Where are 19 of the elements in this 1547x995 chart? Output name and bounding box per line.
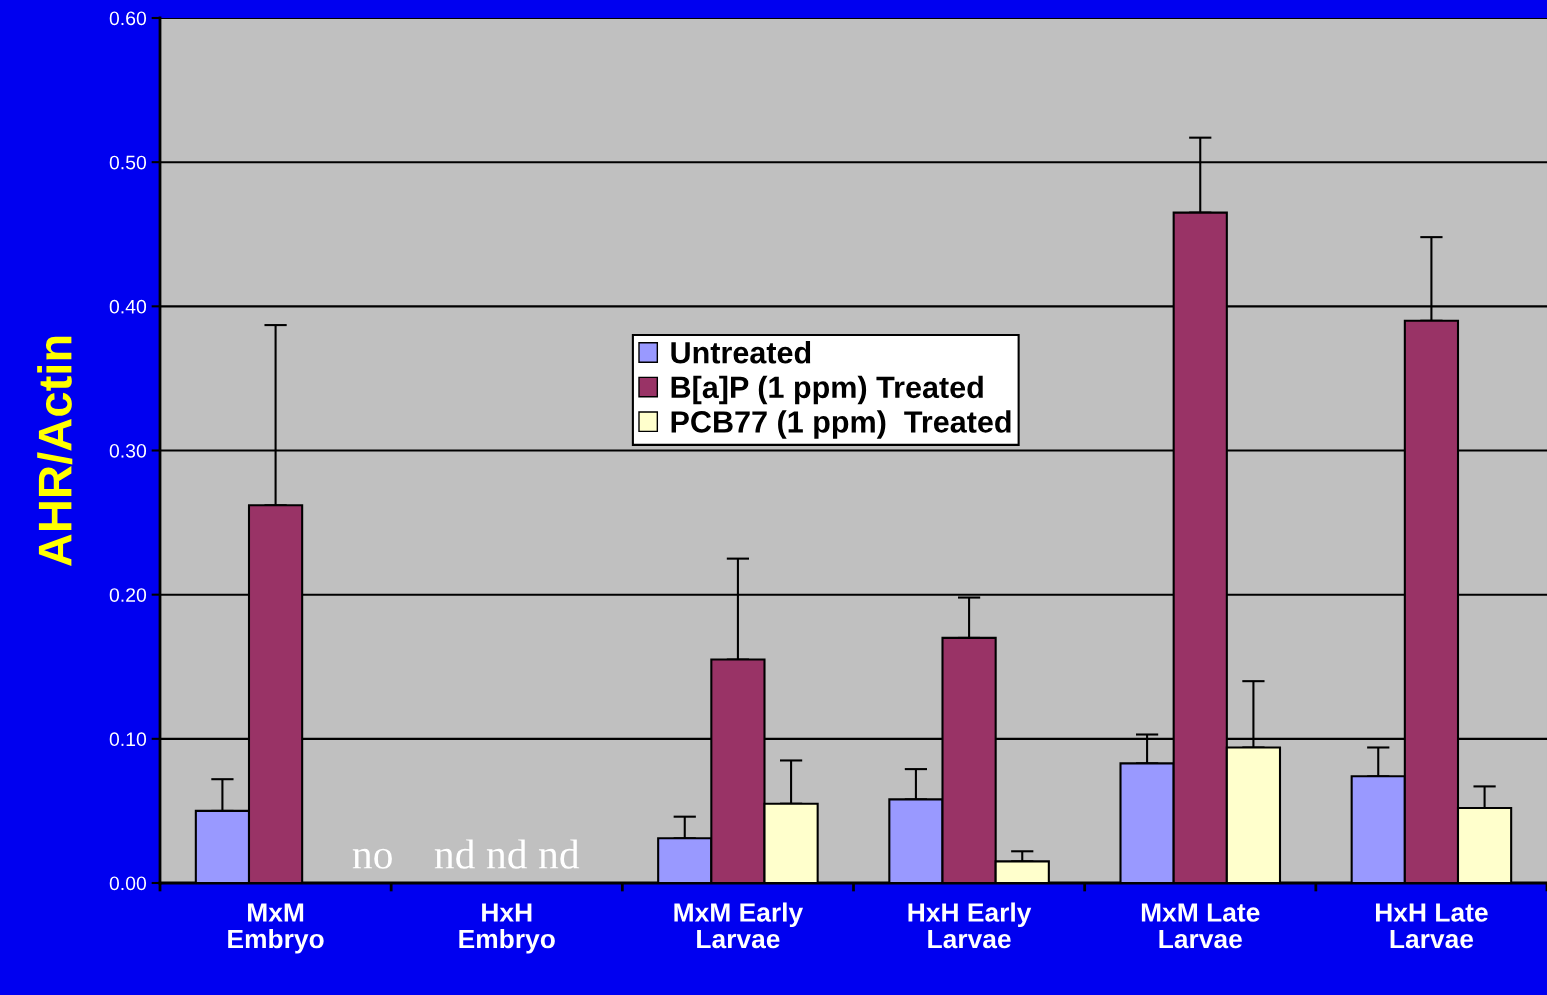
- y-tick-label: 0.50: [109, 155, 147, 170]
- y-tick-label: 0.00: [109, 876, 147, 891]
- y-tick-label: 0.20: [109, 588, 147, 602]
- annotation: no: [352, 848, 392, 869]
- legend-label: B[a]P (1 ppm) Treated: [671, 375, 983, 405]
- x-tick-label: MxM Early Larvae: [674, 902, 804, 949]
- y-tick-label: 0.30: [109, 443, 147, 458]
- y-tick-label: 0.40: [109, 299, 147, 314]
- y-tick-label: 0.10: [109, 732, 147, 747]
- x-tick-label: HxH Late Larvae: [1375, 903, 1488, 949]
- x-tick-label: HxH Embryo: [459, 903, 555, 954]
- x-tick-label: MxM Embryo: [228, 903, 324, 954]
- annotation: nd nd nd: [434, 839, 580, 869]
- y-tick-label: 0.60: [109, 11, 147, 26]
- y-axis-title: AHR/Actin: [37, 336, 73, 567]
- legend-label: Untreated: [671, 341, 811, 364]
- legend-label: PCB77 (1 ppm) Treated: [671, 410, 1011, 439]
- x-tick-label: HxH Early Larvae: [908, 902, 1032, 949]
- x-tick-label: MxM Late Larvae: [1141, 903, 1260, 949]
